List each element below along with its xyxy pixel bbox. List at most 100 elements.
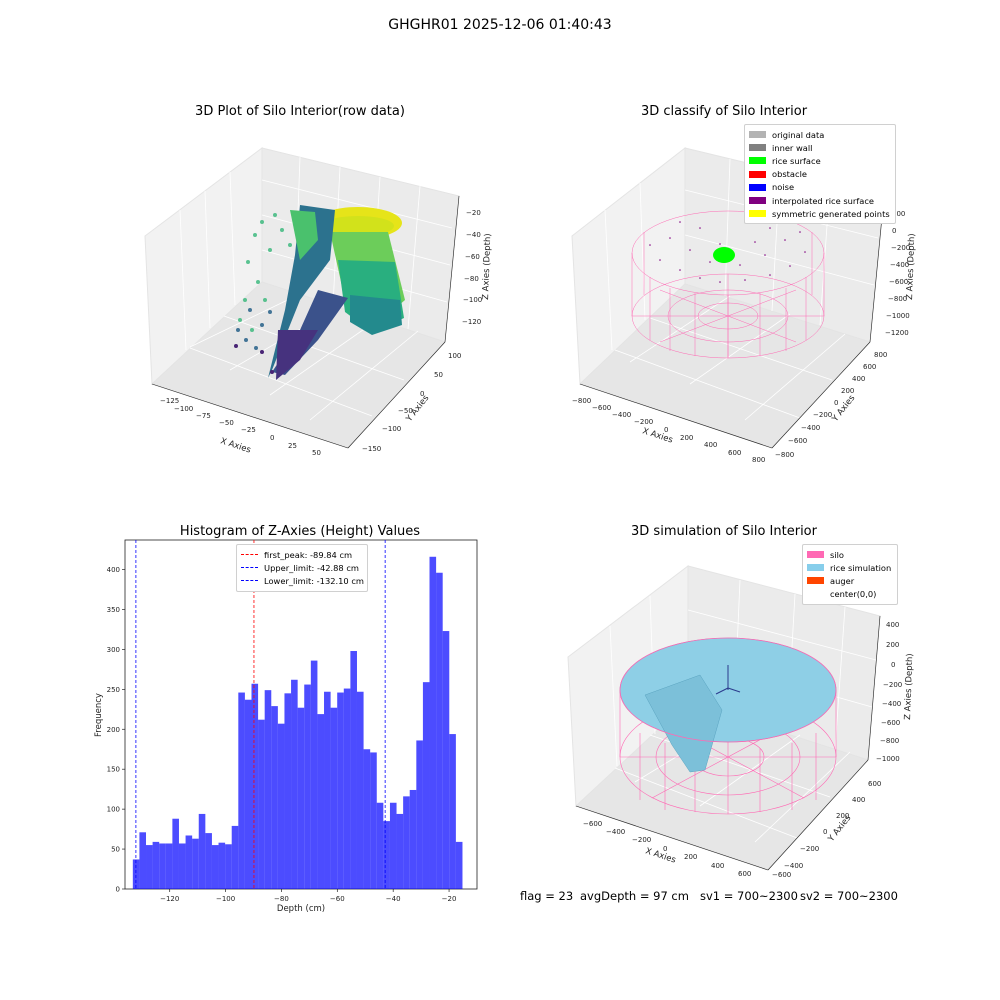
classify-ztick: −200 [891,244,910,252]
sim-ytick: −200 [800,845,819,853]
legend-item-original-data: original data [749,128,891,141]
legend-swatch [749,170,766,178]
legend-item-rice-simulation: rice simulation [807,561,893,574]
simulation-3d-plot: −600 −400 −200 0 200 400 600 X Axies 600… [567,564,915,879]
histogram-bar [152,841,160,889]
legend-item-lower-limit: Lower_limit: -132.10 cm [241,574,364,587]
legend-item-noise: noise [749,181,891,194]
classify-ztick: 200 [892,210,905,218]
avg-depth-text: avgDepth = 97 cm [580,889,689,903]
y-tick-label: 400 [107,566,120,574]
y-tick-label: 150 [107,766,120,774]
classify-ytick: −800 [775,451,794,459]
histogram-y-ticks: 0 50 100 150 200 250 300 350 400 [107,566,125,894]
interpolated-surface [649,221,806,283]
sim-ztick: −1000 [876,755,900,763]
classify-ztick: −800 [888,295,907,303]
histogram-bar [165,843,173,889]
figure-title: GHGHR01 2025-12-06 01:40:43 [388,17,612,33]
histogram-bar [363,749,371,889]
raw-ztick: −20 [466,209,481,217]
histogram-bar [416,740,423,889]
legend-swatch [749,183,766,191]
histogram-bar [178,843,186,889]
sim-ztick: 200 [886,641,899,649]
histogram-bar [211,845,219,889]
rice-surface-points [713,247,735,263]
histogram-bar [422,682,430,889]
histogram-bar [350,651,357,889]
classify-3d-plot: −800 −600 −400 −200 0 200 400 600 800 X … [571,146,917,464]
legend-item-obstacle: obstacle [749,168,891,181]
legend-item-auger: auger [807,574,893,587]
sim-ztick: −600 [881,719,900,727]
x-tick-label: −20 [442,895,457,903]
histogram-ylabel: Frequency [94,693,104,737]
legend-label: rice surface [772,155,821,166]
histogram-bar [185,835,193,889]
simulation-z-ticks: 400 200 0 −200 −400 −600 −800 −1000 [876,621,902,763]
raw-plot-title: 3D Plot of Silo Interior(row data) [195,104,405,119]
histogram-bar [389,802,397,889]
legend-swatch [807,564,824,572]
histogram-bar [205,833,212,889]
sv1-text: sv1 = 700~2300 [700,889,798,903]
classify-ytick: 200 [841,387,854,395]
legend-label: Upper_limit: -42.88 cm [264,562,359,573]
histogram-title: Histogram of Z-Axies (Height) Values [179,524,421,539]
raw-xtick: 0 [270,434,274,442]
classify-ytick: 0 [834,399,838,407]
classify-ztick: −600 [889,278,908,286]
sim-ztick: 0 [891,661,895,669]
raw-xtick: −25 [241,426,256,434]
histogram-bar [225,844,232,889]
histogram-bar [356,691,364,889]
legend-item-interpolated: interpolated rice surface [749,194,891,207]
x-tick-label: −120 [160,895,179,903]
histogram-bar [436,572,443,889]
legend-item-silo: silo [807,548,893,561]
y-tick-label: 100 [107,806,120,814]
raw-ytick: −100 [382,425,401,433]
raw-xtick: −125 [160,397,179,405]
sim-xtick: 600 [738,870,751,878]
sim-ytick: 0 [823,828,827,836]
legend-line [241,554,258,556]
histogram-bar [383,821,390,889]
auger [715,665,741,695]
raw-ytick: −150 [362,445,381,453]
legend-label: Lower_limit: -132.10 cm [264,575,364,586]
classify-y-ticks: 800 600 400 200 0 −200 −400 −600 −800 [775,351,887,459]
classify-ytick: 600 [863,363,876,371]
simulation-plot-title: 3D simulation of Silo Interior [631,524,817,539]
histogram-bar [376,802,384,889]
histogram-bar [330,707,338,889]
histogram-bar [198,813,206,889]
sim-ytick: 400 [852,796,865,804]
histogram-bar [337,692,344,889]
legend-line [241,567,258,569]
histogram-bar [396,813,404,889]
legend-label: silo [830,549,845,560]
legend-item-inner-wall: inner wall [749,141,891,154]
classify-legend: original data inner wall rice surface ob… [744,124,896,225]
y-tick-label: 0 [116,886,120,894]
classify-z-ticks: 200 0 −200 −400 −600 −800 −1000 −1200 [885,210,910,337]
classify-xtick: −400 [612,411,631,419]
y-tick-label: 200 [107,726,120,734]
sv2-text: sv2 = 700~2300 [800,889,898,903]
sim-ztick: 400 [886,621,899,629]
raw-xtick: −75 [196,412,211,420]
sim-xtick: −200 [632,836,651,844]
sim-ytick: −400 [784,862,803,870]
legend-swatch [807,577,824,585]
classify-axes-panes [571,146,885,449]
histogram-bar [324,691,331,889]
classify-ztick: −1200 [885,329,909,337]
histogram-bar [251,683,259,889]
raw-ytick: 0 [420,390,424,398]
classify-xlabel: X Axies [641,426,674,445]
legend-label: rice simulation [830,562,892,573]
classify-ytick: 400 [852,375,865,383]
histogram-xlabel: Depth (cm) [277,904,325,914]
